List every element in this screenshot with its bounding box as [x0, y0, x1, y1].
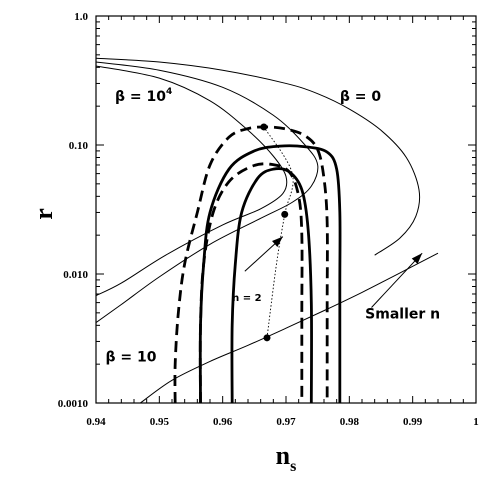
y-tick-label: 1.0	[74, 11, 88, 23]
marker-point	[260, 123, 268, 131]
annotation-text: n = 2	[232, 293, 261, 304]
x-axis-title-sub: s	[290, 458, 296, 475]
y-tick-label: 0.0010	[58, 398, 89, 410]
annotation-label: β = 10	[106, 349, 157, 365]
annotation-text: β = 10	[106, 349, 157, 365]
series-line-dotted	[263, 126, 294, 338]
series-line-thin	[96, 61, 319, 324]
marker-point	[281, 210, 289, 218]
annotation-label: Smaller n	[365, 307, 440, 323]
arrow-head	[272, 236, 283, 247]
series-line-thin	[96, 65, 288, 297]
marker-point	[263, 334, 271, 342]
annotation-superscript: 4	[166, 87, 172, 97]
y-tick-label: 0.10	[69, 140, 89, 152]
annotation-text: β = 10	[115, 89, 166, 105]
series-line-solid-thick	[230, 167, 313, 403]
series-line-solid-thick	[198, 144, 342, 403]
x-tick-label: 0.95	[150, 416, 170, 428]
axis-ticks	[95, 15, 477, 404]
y-axis-title: r	[29, 208, 58, 220]
markers	[260, 123, 289, 342]
annotation-label: β = 104	[115, 87, 172, 105]
arrows	[244, 236, 423, 308]
annotation-text: Smaller n	[365, 307, 440, 323]
x-axis-title-main: n	[276, 441, 291, 470]
annotation-label: n = 2	[232, 293, 261, 304]
x-tick-label: 0.98	[340, 416, 360, 428]
x-tick-label: 0.97	[276, 416, 296, 428]
x-axis-title: ns	[276, 441, 297, 475]
y-tick-label: 0.010	[63, 269, 88, 281]
tick-labels: 0.94 0.95 0.96 0.97 0.98 0.99 1 0.0010 0.010 0.10…	[58, 11, 479, 428]
annotation-text: β = 0	[340, 89, 382, 105]
annotation-label: β = 0	[340, 89, 382, 105]
series-line-thin	[96, 57, 421, 256]
x-tick-label: 0.99	[403, 416, 423, 428]
arrow-head	[411, 253, 423, 264]
arrow-shaft	[371, 252, 423, 308]
x-tick-label: 1	[473, 416, 479, 428]
curves	[96, 57, 439, 403]
series-line-dashed-thick	[198, 162, 304, 403]
x-tick-label: 0.96	[213, 416, 233, 428]
x-tick-label: 0.94	[86, 416, 106, 428]
series-line-thin	[140, 252, 439, 403]
